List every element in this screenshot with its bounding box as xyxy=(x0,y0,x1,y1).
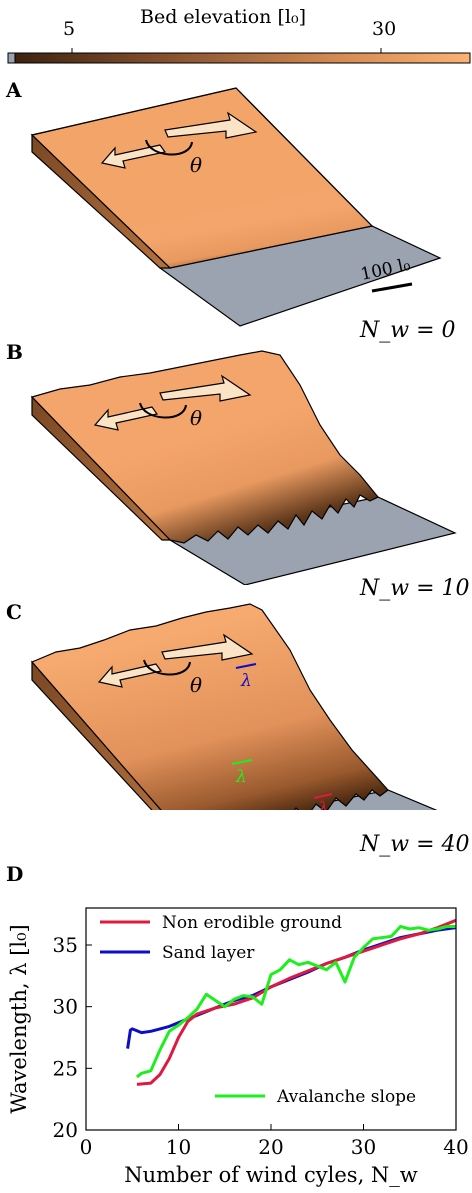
panel-b-letter: B xyxy=(6,340,23,364)
lambda-label-blue: λ xyxy=(240,671,252,691)
angle-arc xyxy=(145,139,193,156)
scale-bar xyxy=(371,282,413,293)
colorbar-ground-swatch xyxy=(7,52,16,64)
panel-c-letter: C xyxy=(6,600,22,624)
panel-a-nw: N_w = 0 xyxy=(360,318,456,343)
colorbar xyxy=(7,48,471,64)
y-tick-label-0: 20 xyxy=(53,1118,78,1142)
panel-a-letter: A xyxy=(6,78,22,102)
angle-label: θ xyxy=(190,153,202,177)
y-tick-label-2: 30 xyxy=(53,995,78,1019)
wind-arrow-backward xyxy=(100,144,167,169)
lambda-marker-red xyxy=(313,793,333,799)
panel-c-surface: θ λ λ λ xyxy=(31,603,438,810)
x-tick-label-2: 20 xyxy=(258,1135,283,1159)
series-line-0 xyxy=(136,918,457,1086)
colorbar-tick-5: 5 xyxy=(63,18,76,40)
lambda-label-red: λ xyxy=(317,799,329,810)
panel-b-surface: θ xyxy=(30,350,457,585)
wind-arrow-forward xyxy=(164,111,258,139)
legend-label-2: Avalanche slope xyxy=(276,1087,416,1107)
panel-c-nw: N_w = 40 xyxy=(360,832,470,857)
x-tick-label-4: 40 xyxy=(443,1135,468,1159)
panel-a-surface: θ 100 l₀ xyxy=(30,87,442,327)
lambda-label-green: λ xyxy=(235,767,247,787)
colorbar-title: Bed elevation [l₀] xyxy=(140,6,306,28)
colorbar-gradient xyxy=(14,52,471,64)
panel-d-letter: D xyxy=(6,862,24,886)
x-tick-label-1: 10 xyxy=(166,1135,191,1159)
panel-b-nw: N_w = 10 xyxy=(360,576,470,601)
x-tick-label-0: 0 xyxy=(80,1135,93,1159)
x-tick-label-3: 30 xyxy=(351,1135,376,1159)
y-tick-label-1: 25 xyxy=(53,1056,78,1080)
sand-side xyxy=(31,133,172,269)
angle-label: θ xyxy=(190,406,202,430)
legend-label-0: Non erodible ground xyxy=(162,913,342,933)
lambda-marker-blue xyxy=(235,663,257,669)
series-line-2 xyxy=(135,925,456,1079)
colorbar-tick-30: 30 xyxy=(372,18,397,40)
wavelength-chart: 0 10 20 30 40 20 25 30 35 Number of wind cyles, N… xyxy=(7,907,469,1187)
angle-label: θ xyxy=(190,673,202,697)
y-axis-label: Wavelength, λ [l₀] xyxy=(7,924,31,1114)
legend-label-1: Sand layer xyxy=(162,943,255,963)
y-tick-label-3: 35 xyxy=(53,933,78,957)
lambda-marker-green xyxy=(231,759,253,765)
x-axis-label: Number of wind cyles, N_w xyxy=(124,1163,418,1187)
